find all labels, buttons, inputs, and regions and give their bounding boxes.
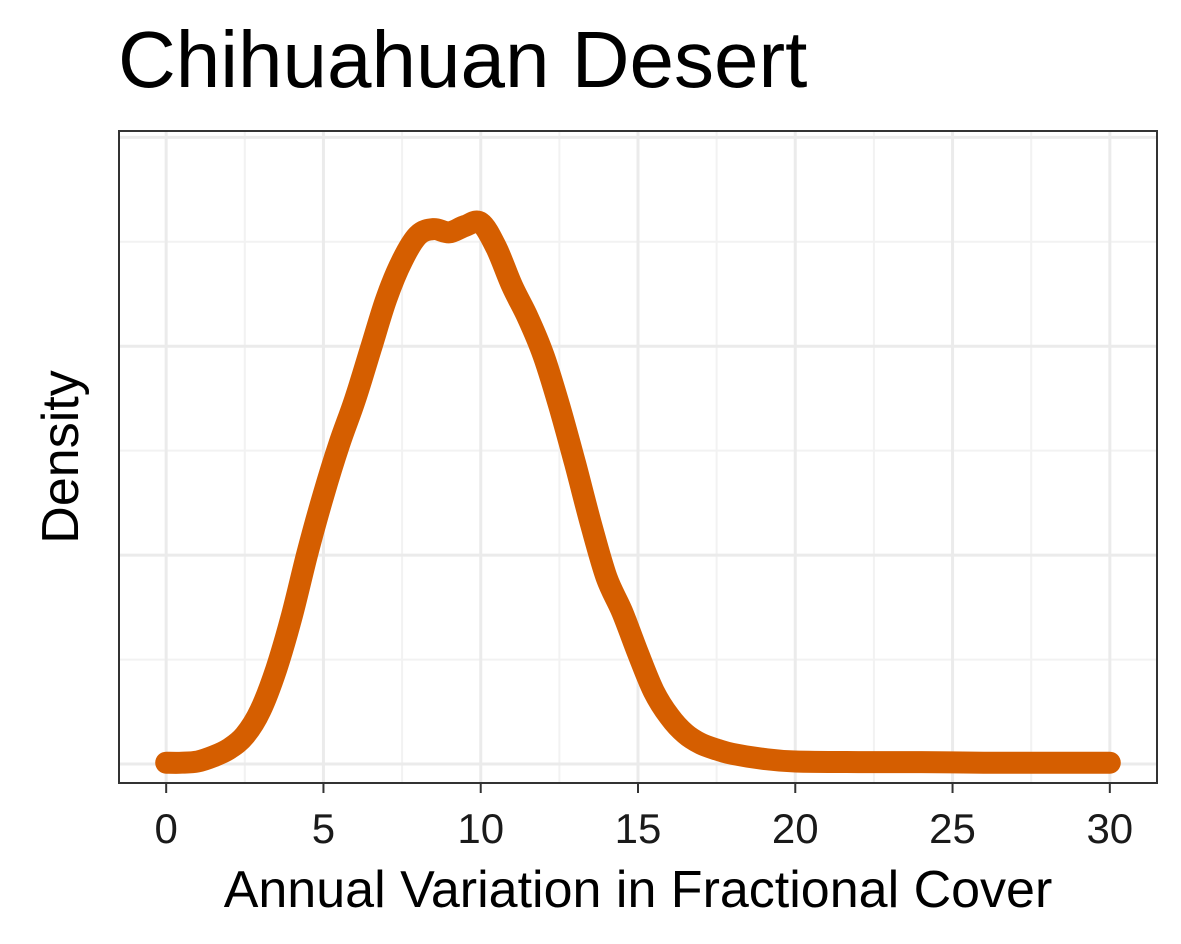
x-tick-label: 5 (312, 805, 335, 852)
chart-title: Chihuahuan Desert (118, 15, 807, 104)
x-tick-label: 20 (772, 805, 819, 852)
grid-major (119, 131, 1157, 783)
density-curve (155, 210, 1121, 774)
x-axis-label: Annual Variation in Fractional Cover (224, 861, 1053, 919)
x-axis-ticks: 0 5 10 15 20 25 30 (155, 783, 1133, 852)
x-tick-label: 10 (457, 805, 504, 852)
x-tick-label: 15 (615, 805, 662, 852)
grid-minor (119, 131, 1157, 783)
y-axis-label: Density (32, 370, 90, 543)
x-tick-label: 25 (929, 805, 976, 852)
x-tick-label: 0 (155, 805, 178, 852)
x-tick-label: 30 (1086, 805, 1133, 852)
